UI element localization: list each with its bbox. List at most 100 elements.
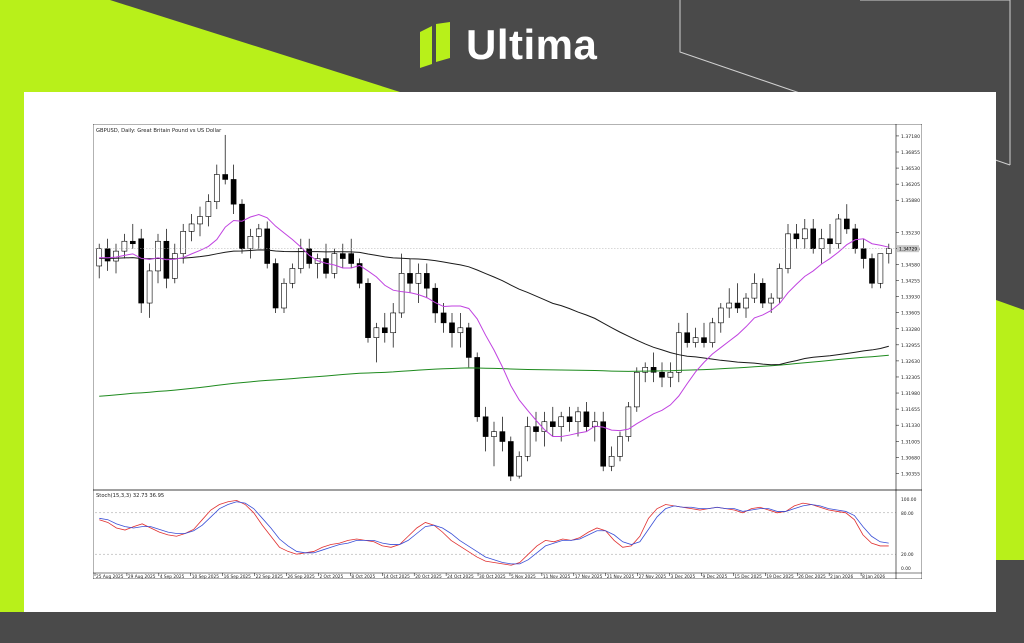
time-tick-label: 17 Nov 2025 bbox=[575, 574, 603, 579]
candle-body bbox=[180, 231, 187, 254]
price-tick-label: 1.31330 bbox=[901, 423, 920, 429]
stochastic-signal-line bbox=[99, 501, 889, 565]
candle-body bbox=[297, 248, 304, 269]
ma-fast-line bbox=[99, 214, 889, 438]
candle-body bbox=[869, 258, 875, 284]
candle-body bbox=[860, 248, 867, 259]
candle-body bbox=[398, 273, 405, 314]
price-tick-label: 1.32630 bbox=[901, 359, 920, 365]
candle-body bbox=[289, 268, 296, 284]
candle-body bbox=[146, 270, 153, 304]
candle-body bbox=[390, 312, 397, 334]
candle-body bbox=[213, 174, 220, 202]
oscillator-axis-label: 0.00 bbox=[901, 566, 911, 572]
candle-body bbox=[482, 416, 489, 437]
oscillator-axis-label: 80.00 bbox=[901, 511, 914, 517]
candle-body bbox=[717, 307, 724, 324]
price-tick-label: 1.30355 bbox=[901, 471, 920, 477]
candle-body bbox=[600, 421, 607, 467]
price-chart: GBPUSD, Daily: Great Britain Pound vs US… bbox=[93, 124, 922, 579]
candle-body bbox=[449, 322, 455, 334]
chart-title: GBPUSD, Daily: Great Britain Pound vs US… bbox=[96, 128, 222, 134]
time-tick-label: 3 Dec 2025 bbox=[671, 574, 696, 579]
oscillator-axis-label: 20.00 bbox=[901, 552, 914, 558]
candle-body bbox=[247, 236, 254, 249]
candle-body bbox=[239, 203, 245, 249]
candle-body bbox=[533, 426, 539, 432]
time-tick-label: 30 Oct 2025 bbox=[479, 574, 506, 579]
brand-header: Ultima bbox=[418, 20, 597, 70]
ma-mid-line bbox=[99, 249, 889, 366]
time-tick-label: 14 Oct 2025 bbox=[383, 574, 410, 579]
time-tick-label: 29 Aug 2025 bbox=[128, 574, 156, 579]
candle-body bbox=[331, 253, 338, 274]
time-tick-label: 5 Nov 2025 bbox=[511, 574, 536, 579]
candle-body bbox=[793, 233, 800, 240]
candle-body bbox=[348, 253, 355, 264]
candle-body bbox=[885, 248, 892, 254]
stochastic-main-line bbox=[99, 499, 889, 566]
candle-body bbox=[104, 248, 111, 262]
time-tick-label: 26 Dec 2025 bbox=[798, 574, 826, 579]
time-tick-label: 2 Jan 2026 bbox=[830, 574, 853, 579]
candle-body bbox=[726, 302, 733, 309]
candle-body bbox=[205, 201, 212, 217]
candle-body bbox=[457, 327, 464, 334]
time-tick-label: 24 Oct 2025 bbox=[447, 574, 474, 579]
candle-body bbox=[843, 218, 850, 230]
oscillator-title: Stoch(15,3,3) 32.73 36.95 bbox=[96, 493, 164, 499]
price-tick-label: 1.34255 bbox=[901, 279, 920, 285]
price-tick-label: 1.30680 bbox=[901, 455, 920, 461]
time-tick-label: 19 Dec 2025 bbox=[766, 574, 794, 579]
time-tick-label: 16 Sep 2025 bbox=[224, 574, 251, 579]
time-tick-label: 15 Dec 2025 bbox=[734, 574, 762, 579]
candle-body bbox=[339, 253, 346, 259]
time-tick-label: 4 Sep 2025 bbox=[160, 574, 185, 579]
candle-body bbox=[709, 322, 716, 343]
candle-body bbox=[373, 327, 380, 338]
accent-band-left bbox=[0, 92, 24, 612]
candle-body bbox=[768, 297, 775, 304]
time-tick-label: 21 Nov 2025 bbox=[607, 574, 635, 579]
time-tick-label: 25 Aug 2025 bbox=[96, 574, 124, 579]
candle-body bbox=[667, 371, 674, 378]
candle-body bbox=[734, 302, 741, 309]
candle-body bbox=[255, 228, 262, 237]
candle-body bbox=[566, 416, 573, 423]
candle-body bbox=[272, 263, 279, 309]
candle-body bbox=[776, 268, 783, 299]
candle-body bbox=[474, 357, 481, 418]
time-tick-label: 11 Nov 2025 bbox=[543, 574, 571, 579]
price-tick-label: 1.36205 bbox=[901, 182, 920, 188]
candle-body bbox=[138, 238, 145, 304]
candle-body bbox=[516, 456, 523, 477]
time-tick-label: 27 Nov 2025 bbox=[639, 574, 667, 579]
candle-body bbox=[818, 238, 825, 249]
accent-band-right bbox=[996, 300, 1024, 560]
time-tick-label: 20 Oct 2025 bbox=[415, 574, 442, 579]
price-tick-label: 1.35230 bbox=[901, 230, 920, 236]
current-price-label: 1.34729 bbox=[899, 246, 917, 252]
ultima-logo-icon bbox=[420, 22, 450, 68]
candle-body bbox=[465, 327, 472, 358]
candle-body bbox=[356, 263, 363, 284]
price-tick-label: 1.36530 bbox=[901, 166, 920, 172]
candle-body bbox=[222, 174, 229, 180]
candle-body bbox=[281, 282, 287, 309]
price-tick-label: 1.32955 bbox=[901, 343, 920, 349]
candle-body bbox=[113, 250, 119, 262]
candle-body bbox=[625, 406, 632, 437]
candle-body bbox=[785, 233, 791, 269]
candle-body bbox=[155, 240, 161, 272]
time-tick-label: 10 Sep 2025 bbox=[192, 574, 219, 579]
price-tick-label: 1.33605 bbox=[901, 311, 920, 317]
time-tick-label: 8 Jan 2026 bbox=[862, 574, 885, 579]
candle-body bbox=[171, 253, 178, 279]
price-tick-label: 1.31655 bbox=[901, 407, 920, 413]
candle-body bbox=[650, 367, 657, 373]
candle-body bbox=[499, 431, 506, 442]
candle-body bbox=[440, 312, 447, 324]
candle-body bbox=[423, 273, 430, 289]
candle-body bbox=[608, 456, 615, 467]
candle-body bbox=[197, 216, 203, 225]
